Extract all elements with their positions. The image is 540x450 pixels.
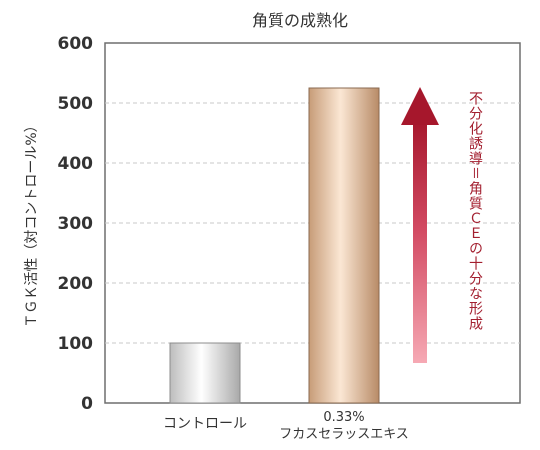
x-tick-label: コントロール (163, 416, 247, 432)
x-tick-label: 0.33% (323, 410, 364, 425)
x-tick-label: フカスセラッスエキス (279, 427, 409, 442)
y-axis-label: ＴＧＫ活性（対コントロール%） (24, 118, 40, 327)
y-tick-label: 600 (58, 34, 94, 54)
gridlines (105, 102, 520, 344)
y-tick-labels: 0 100 200 300 400 500 600 (58, 34, 94, 414)
y-tick-label: 500 (58, 94, 94, 114)
bar-extract (308, 87, 380, 404)
y-tick-label: 200 (58, 274, 94, 294)
increase-arrow (401, 87, 439, 363)
bar-control (169, 342, 241, 404)
y-tick-label: 100 (58, 334, 94, 354)
y-tick-label: 300 (58, 214, 94, 234)
increase-arrow-shaft (413, 120, 427, 363)
chart-title: 角質の成熟化 (252, 11, 348, 30)
annotation-text: 不分化誘導＝角質ＣＥの十分な形成 (467, 91, 483, 331)
x-tick-labels: コントロール 0.33% フカスセラッスエキス (163, 410, 409, 442)
y-tick-label: 0 (81, 394, 93, 414)
bars (169, 87, 380, 404)
y-tick-label: 400 (58, 154, 94, 174)
increase-arrow-head (401, 87, 439, 125)
